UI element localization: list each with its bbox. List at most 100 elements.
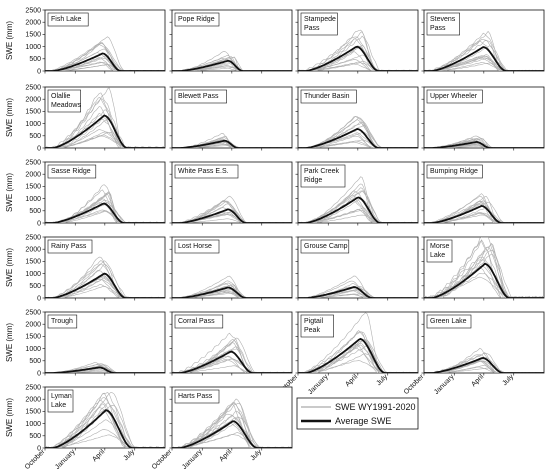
- plot-area: [424, 237, 544, 298]
- y-tick-label: 2000: [25, 172, 41, 179]
- y-tick-label: 2000: [25, 20, 41, 27]
- panel-label: Thunder Basin: [304, 93, 350, 100]
- swe-year-line: [45, 402, 165, 448]
- panel-label-box: [300, 164, 346, 188]
- swe-year-line: [298, 360, 418, 373]
- plot-area: [45, 256, 165, 298]
- swe-year-line: [424, 214, 544, 223]
- y-tick-label: 1000: [25, 271, 41, 278]
- average-swe-line: [172, 420, 292, 448]
- swe-year-line: [298, 194, 418, 223]
- panel-label: Olallie: [51, 93, 71, 100]
- panel-label-box: [426, 314, 472, 329]
- panels-group: 0 500 1000 1500 2000 2500 SWE (mm) Fish Lake Pop…: [5, 7, 545, 471]
- panel-label: Sasse Ridge: [51, 168, 91, 175]
- swe-year-line: [172, 332, 292, 373]
- panel-label: Green Lake: [430, 318, 467, 325]
- swe-year-line: [424, 243, 544, 298]
- panel-label-box: [300, 314, 334, 338]
- plot-area: [424, 135, 544, 148]
- y-tick-label: 1000: [25, 346, 41, 353]
- panel-label: Stevens: [430, 16, 456, 23]
- panel-21: October January April July Harts Pass: [151, 386, 293, 471]
- panel-label: Bumping Ridge: [430, 168, 478, 175]
- panel-label-box: [426, 12, 460, 36]
- y-axis-label: SWE (mm): [5, 323, 14, 362]
- panel-8: 0 500 1000 1500 2000 2500 SWE (mm) Sasse Ridge: [5, 159, 166, 227]
- plot-area: [424, 30, 544, 71]
- average-swe-line: [424, 262, 544, 298]
- y-axis-label: SWE (mm): [5, 98, 14, 137]
- panel-label-box: [426, 164, 483, 179]
- y-axis-label: SWE (mm): [5, 173, 14, 212]
- y-tick-label: 500: [29, 208, 41, 215]
- y-tick-label: 1000: [25, 421, 41, 428]
- plot-area: [172, 275, 292, 298]
- y-tick-label: 2500: [25, 7, 41, 14]
- swe-year-line: [45, 270, 165, 298]
- plot-area: [45, 362, 165, 373]
- panel-5: Blewett Pass: [169, 86, 293, 151]
- y-tick-label: 0: [37, 145, 41, 152]
- panel-label: Pass: [304, 25, 320, 32]
- plot-area: [298, 116, 418, 148]
- panel-15: Morse Lake: [421, 236, 545, 301]
- y-tick-label: 2500: [25, 309, 41, 316]
- legend-average-label: Average SWE: [335, 416, 391, 426]
- panel-label: Morse: [430, 243, 450, 250]
- swe-year-line: [172, 218, 292, 223]
- panel-1: Pope Ridge: [169, 9, 293, 74]
- panel-label: Lake: [430, 252, 445, 259]
- average-swe-line: [172, 208, 292, 223]
- x-tick-label: January: [307, 373, 330, 396]
- average-swe-line: [45, 409, 165, 448]
- panel-label: Rainy Pass: [51, 243, 87, 250]
- panel-label-box: [174, 314, 224, 329]
- panel-label: Trough: [51, 318, 73, 325]
- plot-area: [45, 184, 165, 223]
- average-swe-line: [45, 202, 165, 223]
- swe-year-line: [45, 202, 165, 223]
- panel-label: Stampede: [304, 16, 336, 23]
- panel-20: 0 500 1000 1500 2000 2500 SWE (mm) October Janua…: [5, 384, 166, 471]
- panel-16: 0 500 1000 1500 2000 2500 SWE (mm) Trough: [5, 309, 166, 377]
- y-tick-label: 1500: [25, 409, 41, 416]
- x-tick-label: April: [344, 373, 359, 388]
- y-tick-label: 1000: [25, 121, 41, 128]
- average-swe-line: [424, 356, 544, 373]
- swe-year-line: [424, 40, 544, 71]
- y-tick-label: 1000: [25, 196, 41, 203]
- y-tick-label: 1500: [25, 109, 41, 116]
- swe-year-line: [298, 339, 417, 373]
- swe-year-line: [172, 403, 292, 448]
- panel-7: Upper Wheeler: [421, 86, 545, 151]
- x-tick-label: October: [24, 448, 47, 471]
- panel-12: 0 500 1000 1500 2000 2500 SWE (mm) Rainy Pass: [5, 234, 166, 302]
- swe-year-line: [45, 392, 165, 448]
- panel-label: Pigtail: [304, 318, 324, 325]
- panel-label-box: [47, 389, 74, 413]
- y-axis-label: SWE (mm): [5, 248, 14, 287]
- panel-label-box: [426, 89, 483, 104]
- x-tick-label: April: [91, 448, 106, 463]
- panel-label: Lyman: [51, 393, 72, 400]
- panel-label-box: [47, 89, 81, 113]
- average-swe-line: [424, 140, 544, 148]
- swe-year-line: [424, 62, 544, 71]
- panel-label-box: [174, 12, 220, 27]
- y-tick-label: 500: [29, 56, 41, 63]
- legend-swe-label: SWE WY1991-2020: [335, 402, 416, 412]
- x-tick-label: July: [501, 373, 515, 387]
- legend: SWE WY1991-2020 Average SWE: [296, 397, 419, 430]
- y-tick-label: 2500: [25, 234, 41, 241]
- y-axis-label: SWE (mm): [5, 398, 14, 437]
- panel-label: Corral Pass: [178, 318, 215, 325]
- panel-label-box: [47, 239, 93, 254]
- y-tick-label: 0: [37, 220, 41, 227]
- y-tick-label: 0: [37, 370, 41, 377]
- swe-year-line: [298, 339, 418, 373]
- y-tick-label: 0: [37, 445, 41, 452]
- average-swe-line: [298, 196, 418, 223]
- swe-year-line: [172, 342, 292, 373]
- panel-label: Pass: [430, 25, 446, 32]
